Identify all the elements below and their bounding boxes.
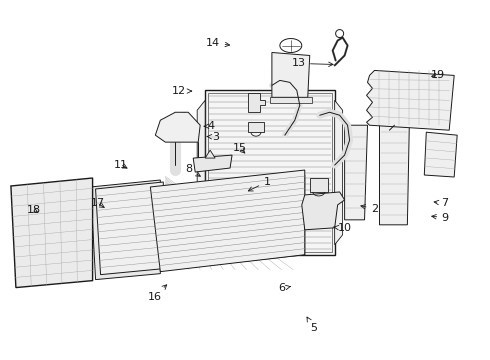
Polygon shape: [344, 125, 368, 220]
Polygon shape: [270, 97, 312, 103]
Text: 13: 13: [292, 58, 333, 68]
Text: 2: 2: [361, 204, 378, 214]
Text: 7: 7: [434, 198, 449, 208]
Polygon shape: [155, 112, 200, 142]
Polygon shape: [424, 132, 457, 177]
Polygon shape: [155, 175, 305, 270]
Text: 18: 18: [27, 206, 41, 216]
Text: 15: 15: [233, 143, 247, 153]
Polygon shape: [248, 93, 265, 112]
Polygon shape: [205, 150, 215, 158]
Text: 19: 19: [431, 70, 445, 80]
Bar: [248, 122, 264, 132]
Bar: [205, 90, 335, 255]
Polygon shape: [367, 71, 454, 130]
Text: 10: 10: [333, 224, 352, 233]
Text: 12: 12: [172, 86, 192, 96]
Polygon shape: [302, 192, 344, 230]
Polygon shape: [197, 100, 205, 245]
Text: 11: 11: [114, 159, 127, 170]
Text: 6: 6: [278, 283, 290, 293]
Polygon shape: [193, 155, 232, 172]
Polygon shape: [91, 180, 160, 280]
Text: 4: 4: [204, 121, 215, 131]
Polygon shape: [335, 100, 343, 245]
Polygon shape: [11, 178, 93, 288]
Text: 17: 17: [91, 198, 105, 208]
Polygon shape: [379, 122, 409, 225]
Text: 1: 1: [248, 177, 270, 191]
Polygon shape: [96, 182, 163, 275]
Text: 16: 16: [147, 285, 167, 302]
Bar: [310, 178, 328, 192]
Text: 5: 5: [307, 317, 317, 333]
Text: 8: 8: [185, 164, 200, 176]
Polygon shape: [272, 53, 310, 97]
Polygon shape: [150, 170, 305, 272]
Bar: [208, 93, 332, 252]
Text: 14: 14: [206, 38, 230, 48]
Text: 9: 9: [432, 213, 449, 222]
Text: 3: 3: [207, 132, 219, 142]
